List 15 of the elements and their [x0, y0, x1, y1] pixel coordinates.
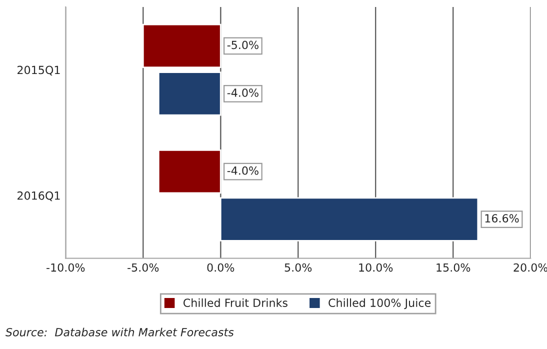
data-label: -4.0% — [227, 166, 258, 175]
x-tick-label: -5.0% — [128, 263, 159, 272]
legend-label: Chilled 100% Juice — [328, 298, 431, 310]
x-tick-label: -10.0% — [46, 263, 85, 272]
source-note: Source: Database with Market Forecasts — [6, 328, 234, 336]
y-tick-label: 2015Q1 — [18, 66, 60, 76]
data-label: -5.0% — [227, 40, 258, 50]
y-tick-label: 2016Q1 — [18, 191, 60, 202]
data-label: -4.0% — [227, 88, 258, 97]
legend-label: Chilled Fruit Drinks — [184, 298, 288, 308]
x-tick-label: 5.0% — [284, 263, 312, 272]
x-tick-label: 10.0% — [359, 263, 393, 272]
data-label: 16.6% — [485, 214, 519, 223]
x-tick-label: 0.0% — [207, 263, 234, 272]
x-tick-label: 15.0% — [436, 263, 470, 272]
